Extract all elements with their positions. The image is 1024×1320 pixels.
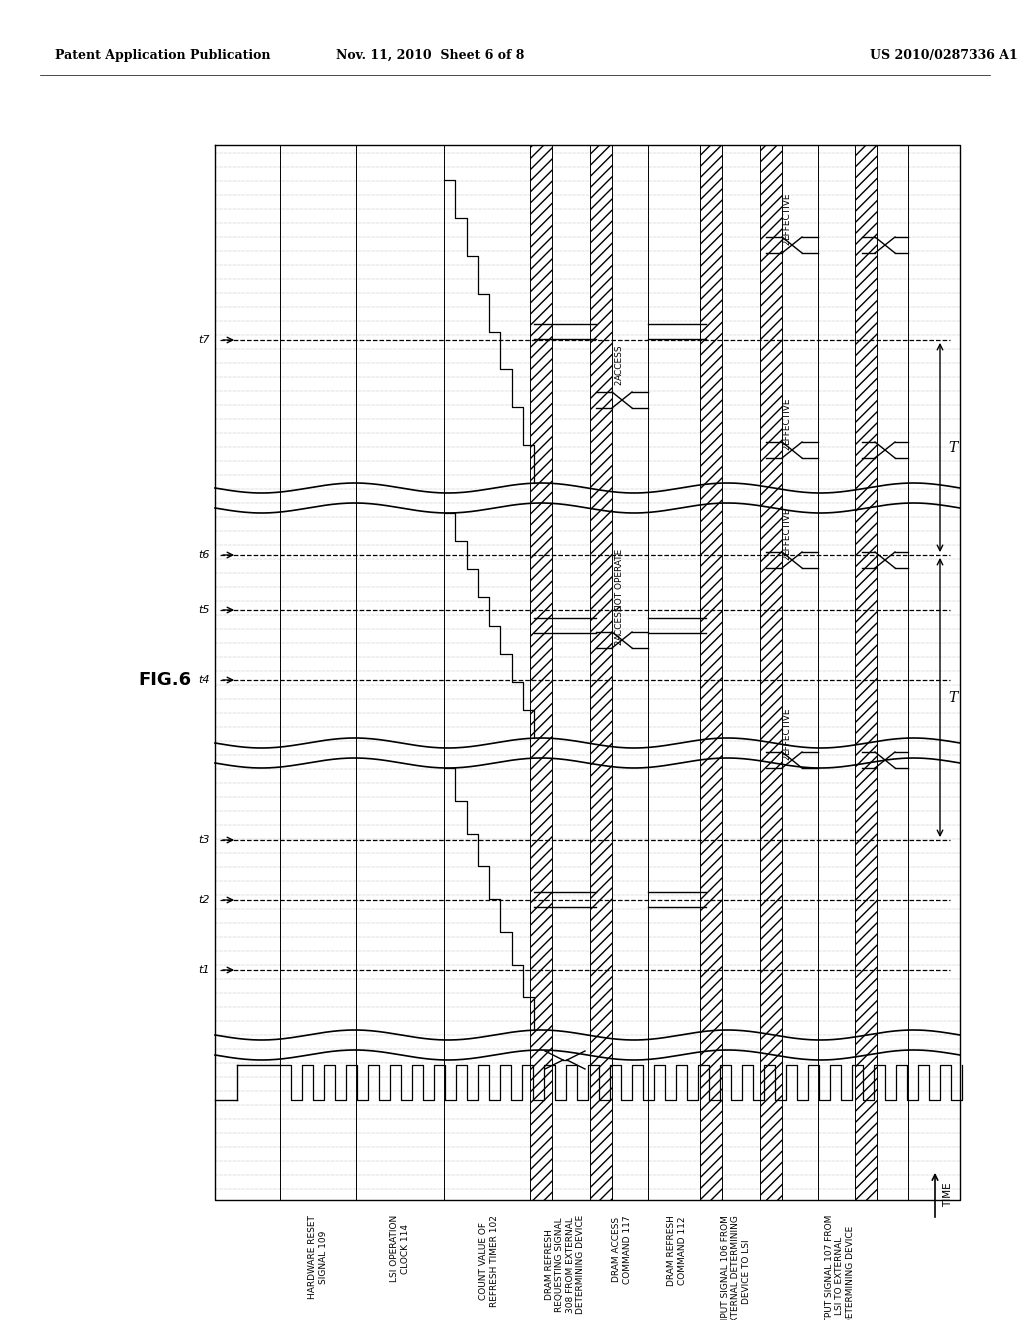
Bar: [700, 145, 722, 1200]
Text: EFFECTIVE: EFFECTIVE: [782, 193, 792, 240]
Text: Nov. 11, 2010  Sheet 6 of 8: Nov. 11, 2010 Sheet 6 of 8: [336, 49, 524, 62]
Text: t4: t4: [199, 675, 210, 685]
Text: LSI OPERATION
CLOCK 114: LSI OPERATION CLOCK 114: [390, 1214, 410, 1282]
Text: EFFECTIVE: EFFECTIVE: [782, 507, 792, 554]
Text: US 2010/0287336 A1: US 2010/0287336 A1: [870, 49, 1018, 62]
Bar: [855, 145, 877, 1200]
Text: 2: 2: [782, 445, 792, 450]
Text: DRAM REFRESH
COMMAND 112: DRAM REFRESH COMMAND 112: [668, 1214, 687, 1286]
Bar: [760, 145, 782, 1200]
Text: T: T: [948, 690, 957, 705]
Bar: [530, 145, 552, 1200]
Text: t3: t3: [199, 836, 210, 845]
Text: t7: t7: [199, 335, 210, 345]
Text: 2: 2: [782, 554, 792, 560]
Text: t6: t6: [199, 550, 210, 560]
Text: EFFECTIVE: EFFECTIVE: [782, 397, 792, 445]
Text: t5: t5: [199, 605, 210, 615]
Text: COUNT VALUE OF
REFRESH TIMER 102: COUNT VALUE OF REFRESH TIMER 102: [479, 1214, 499, 1307]
Text: 2: 2: [782, 755, 792, 760]
Text: NOT OPERATE: NOT OPERATE: [614, 549, 624, 611]
Text: t2: t2: [199, 895, 210, 906]
Text: ACCESS: ACCESS: [614, 345, 624, 380]
Text: 2: 2: [782, 240, 792, 246]
Text: EFFECTIVE: EFFECTIVE: [782, 708, 792, 755]
Text: DRAM REFRESH
REQUESTING SIGNAL
308 FROM EXTERNAL
DETERMINING DEVICE: DRAM REFRESH REQUESTING SIGNAL 308 FROM …: [545, 1214, 585, 1315]
Text: TIME: TIME: [943, 1183, 953, 1208]
Text: t1: t1: [199, 965, 210, 975]
Text: T: T: [948, 441, 957, 454]
Text: 2: 2: [614, 640, 624, 645]
Text: OUTPUT SIGNAL 107 FROM
LSI TO EXTERNAL
DETERMINING DEVICE: OUTPUT SIGNAL 107 FROM LSI TO EXTERNAL D…: [825, 1214, 855, 1320]
Text: HARDWARE RESET
SIGNAL 109: HARDWARE RESET SIGNAL 109: [308, 1214, 328, 1299]
Text: INPUT SIGNAL 106 FROM
EXTERNAL DETERMINING
DEVICE TO LSI: INPUT SIGNAL 106 FROM EXTERNAL DETERMINI…: [721, 1214, 751, 1320]
Text: ACCESS: ACCESS: [614, 605, 624, 640]
Bar: [590, 145, 612, 1200]
Text: DRAM ACCESS
COMMAND 117: DRAM ACCESS COMMAND 117: [612, 1214, 632, 1283]
Text: 2: 2: [614, 380, 624, 385]
Text: Patent Application Publication: Patent Application Publication: [55, 49, 270, 62]
Text: FIG.6: FIG.6: [138, 671, 191, 689]
